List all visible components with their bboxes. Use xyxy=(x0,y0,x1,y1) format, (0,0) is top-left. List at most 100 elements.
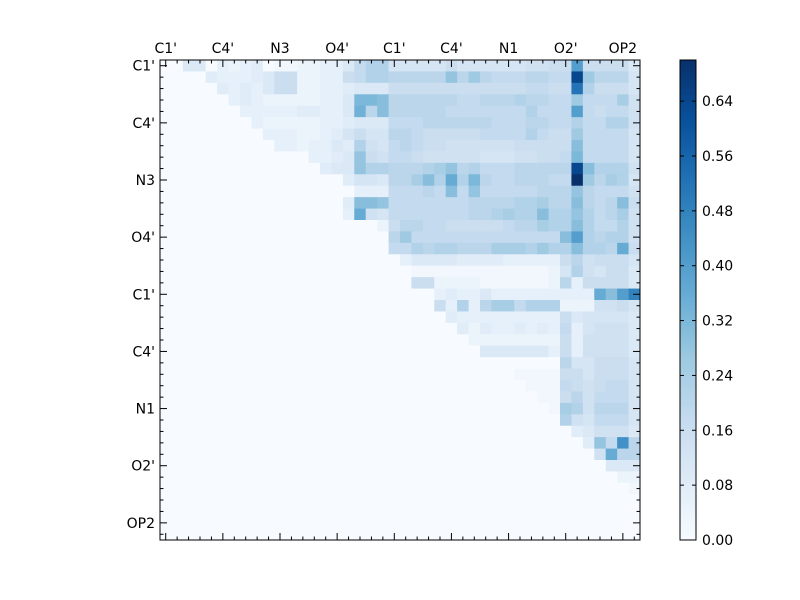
heatmap-cell xyxy=(228,117,241,129)
heatmap-cell xyxy=(354,300,367,312)
heatmap-cell xyxy=(468,254,481,267)
heatmap-cell xyxy=(217,505,229,518)
heatmap-cell xyxy=(217,208,229,221)
heatmap-cell xyxy=(457,517,469,529)
heatmap-cell xyxy=(354,414,367,427)
heatmap-cell xyxy=(422,105,435,118)
heatmap-cell xyxy=(548,505,561,518)
heatmap-cell xyxy=(320,105,332,118)
heatmap-cell xyxy=(480,174,492,187)
heatmap-cell xyxy=(388,208,401,221)
heatmap-cell xyxy=(240,265,252,278)
heatmap-cell xyxy=(628,448,641,461)
heatmap-cell xyxy=(422,162,435,175)
heatmap-cell xyxy=(274,105,287,118)
heatmap-cell xyxy=(594,242,607,255)
heatmap-cell xyxy=(560,71,572,84)
heatmap-cell xyxy=(457,471,469,484)
heatmap-cell xyxy=(377,174,389,187)
heatmap-cell xyxy=(537,471,549,484)
heatmap-cell xyxy=(514,174,527,187)
heatmap-cell xyxy=(411,94,424,107)
heatmap-cell xyxy=(285,494,298,507)
heatmap-cells xyxy=(160,60,641,541)
heatmap-cell xyxy=(331,265,344,278)
heatmap-cell xyxy=(240,151,252,164)
heatmap-cell xyxy=(582,94,595,107)
heatmap-cell xyxy=(320,425,332,438)
heatmap-cell xyxy=(285,528,298,541)
heatmap-cell xyxy=(320,208,332,221)
heatmap-cell xyxy=(502,265,515,278)
heatmap-cell xyxy=(228,414,241,427)
heatmap-cell xyxy=(422,174,435,187)
heatmap-cell xyxy=(251,334,264,347)
heatmap-cell xyxy=(502,460,515,472)
heatmap-cell xyxy=(274,345,287,358)
heatmap-cell xyxy=(377,197,389,209)
heatmap-cell xyxy=(365,162,378,175)
heatmap-cell xyxy=(617,517,629,529)
heatmap-cell xyxy=(514,380,527,392)
heatmap-cell xyxy=(308,254,321,267)
heatmap-cell xyxy=(205,471,218,484)
heatmap-cell xyxy=(194,288,207,301)
heatmap-cell xyxy=(171,425,184,438)
heatmap-cell xyxy=(228,391,241,404)
heatmap-cell xyxy=(240,334,252,347)
heatmap-cell xyxy=(480,128,492,141)
heatmap-cell xyxy=(491,265,504,278)
heatmap-cell xyxy=(502,162,515,175)
heatmap-cell xyxy=(411,60,424,72)
heatmap-cell xyxy=(205,494,218,507)
heatmap-cell xyxy=(434,220,447,232)
heatmap-cell xyxy=(571,71,584,84)
heatmap-cell xyxy=(560,471,572,484)
heatmap-cell xyxy=(297,448,309,461)
heatmap-cell xyxy=(251,231,264,244)
heatmap-cell xyxy=(160,482,172,495)
heatmap-cell xyxy=(194,380,207,392)
heatmap-cell xyxy=(400,300,412,312)
heatmap-cell xyxy=(480,334,492,347)
heatmap-cell xyxy=(605,128,618,141)
colorbar-tick-label: 0.24 xyxy=(702,368,733,384)
heatmap-cell xyxy=(571,311,584,324)
heatmap-cell xyxy=(194,105,207,118)
heatmap-cell xyxy=(594,220,607,232)
heatmap-cell xyxy=(365,460,378,472)
heatmap-cell xyxy=(262,231,275,244)
heatmap-cell xyxy=(365,402,378,415)
heatmap-cell xyxy=(548,460,561,472)
heatmap-cell xyxy=(525,94,538,107)
heatmap-cell xyxy=(342,288,355,301)
heatmap-cell xyxy=(537,402,549,415)
heatmap-cell xyxy=(377,162,389,175)
heatmap-cell xyxy=(297,437,309,449)
heatmap-cell xyxy=(400,277,412,289)
heatmap-cell xyxy=(205,357,218,369)
heatmap-cell xyxy=(274,242,287,255)
heatmap-cell xyxy=(160,448,172,461)
heatmap-cell xyxy=(422,322,435,335)
heatmap-cell xyxy=(480,322,492,335)
heatmap-cell xyxy=(468,231,481,244)
heatmap-cell xyxy=(194,391,207,404)
heatmap-cell xyxy=(617,460,629,472)
heatmap-cell xyxy=(445,117,458,129)
heatmap-cell xyxy=(308,162,321,175)
heatmap-cell xyxy=(491,482,504,495)
heatmap-cell xyxy=(468,334,481,347)
heatmap-cell xyxy=(171,60,184,72)
heatmap-cell xyxy=(240,128,252,141)
heatmap-cell xyxy=(548,220,561,232)
heatmap-cell xyxy=(182,140,195,152)
heatmap-cell xyxy=(388,380,401,392)
heatmap-cell xyxy=(217,482,229,495)
heatmap-cell xyxy=(571,82,584,95)
heatmap-cell xyxy=(422,71,435,84)
y-tick-label: C1' xyxy=(132,287,155,303)
heatmap-cell xyxy=(342,368,355,381)
heatmap-cell xyxy=(171,402,184,415)
heatmap-cell xyxy=(628,277,641,289)
